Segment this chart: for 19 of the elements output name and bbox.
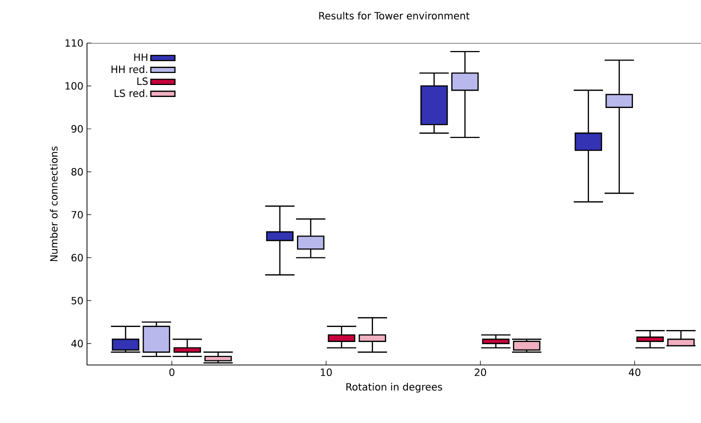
chart-title: Results for Tower environment: [319, 12, 470, 20]
y-tick-label: 100: [66, 82, 83, 90]
x-tick-label: 10: [320, 368, 332, 376]
y-tick-label: 80: [71, 168, 83, 176]
x-tick-label: 0: [169, 368, 174, 376]
legend-label: LS: [137, 77, 148, 85]
legend-label: HH: [134, 54, 148, 61]
y-tick-label: 60: [72, 254, 83, 262]
x-axis-title: Rotation in degrees: [346, 382, 442, 393]
x-tick-label: 20: [474, 368, 486, 376]
y-tick-label: 90: [71, 125, 83, 133]
y-tick-label: 70: [72, 210, 83, 218]
legend-label: HH red.: [112, 65, 148, 74]
y-tick-label: 50: [72, 296, 83, 304]
y-axis-title: Number of connections: [50, 146, 58, 262]
x-tick-label: 40: [628, 368, 640, 376]
y-tick-label: 40: [71, 340, 83, 348]
legend-label: LS red.: [114, 89, 148, 98]
y-tick-label: 110: [66, 39, 83, 47]
